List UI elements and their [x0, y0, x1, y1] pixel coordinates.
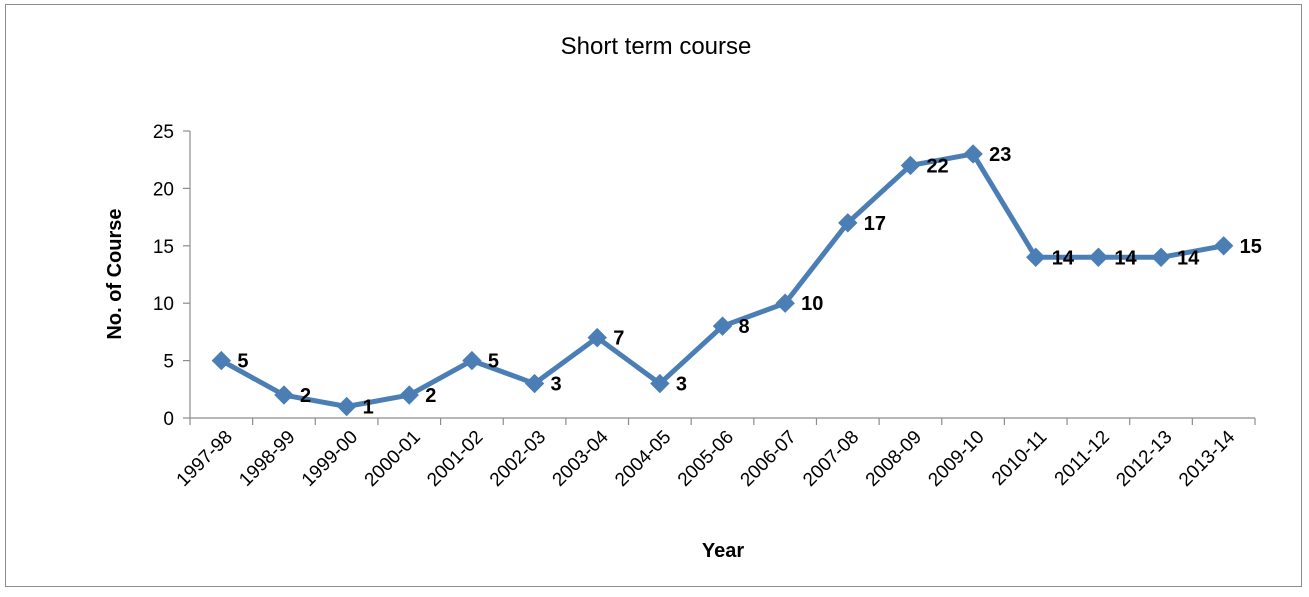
- data-label: 22: [926, 155, 948, 177]
- y-tick-label: 25: [153, 122, 174, 143]
- data-point-marker: [1088, 247, 1109, 267]
- x-tick-label: 2011-12: [1051, 427, 1114, 490]
- data-label: 14: [1114, 247, 1137, 269]
- x-axis-title: Year: [702, 540, 744, 562]
- chart-title: Short term course: [561, 33, 752, 60]
- data-point-marker: [399, 385, 419, 405]
- data-label: 3: [676, 374, 687, 396]
- x-tick-label: 2008-09: [862, 427, 926, 491]
- y-tick-label: 20: [153, 179, 174, 200]
- data-label: 14: [1052, 247, 1075, 269]
- data-point-marker: [775, 293, 795, 313]
- data-label: 15: [1240, 236, 1262, 258]
- series-line-group: [211, 144, 1234, 417]
- x-tick-label: 2003-04: [549, 426, 613, 490]
- data-label: 5: [237, 351, 248, 373]
- data-label: 2: [425, 385, 436, 407]
- series-line: [218, 151, 1227, 410]
- data-label: 17: [864, 213, 886, 235]
- x-tick-label: 2010-11: [988, 427, 1051, 490]
- data-label: 2: [300, 385, 311, 407]
- data-label: 3: [551, 374, 562, 396]
- data-point-marker: [650, 373, 670, 394]
- data-point-marker: [462, 350, 482, 371]
- x-tick-label: 2004-05: [611, 427, 675, 491]
- x-tick-label: 1998-99: [235, 427, 299, 491]
- data-point-marker: [712, 316, 733, 336]
- data-label: 10: [801, 293, 823, 315]
- chart-frame: [5, 4, 1302, 587]
- data-point-marker: [274, 385, 294, 405]
- y-tick-label: 15: [153, 237, 174, 258]
- data-point-marker: [336, 396, 357, 417]
- data-point-marker: [1151, 247, 1171, 267]
- x-tick-label: 2006-07: [737, 427, 801, 491]
- y-tick-label: 10: [153, 294, 174, 315]
- x-tick-label: 2009-10: [924, 427, 988, 491]
- data-point-marker: [900, 155, 921, 176]
- y-axis-title: No. of Course: [104, 208, 126, 339]
- data-label: 7: [613, 328, 624, 350]
- data-labels: 5 2 1 2 5 3 7 3 8 10 17 22 23 14 14 14 15: [237, 144, 1262, 419]
- x-tick-label: 2005-06: [674, 427, 738, 491]
- data-point-marker: [524, 373, 545, 394]
- x-tick-label: 1997-98: [173, 427, 237, 491]
- data-label: 8: [739, 316, 750, 338]
- data-point-marker: [1213, 236, 1234, 256]
- data-point-marker: [963, 144, 983, 164]
- data-label: 5: [488, 351, 499, 373]
- data-point-marker: [838, 213, 858, 233]
- x-tick-label: 2007-08: [799, 427, 863, 491]
- data-point-marker: [587, 327, 607, 348]
- data-label: 1: [363, 397, 374, 419]
- data-label: 23: [989, 144, 1011, 166]
- y-tick-label: 0: [163, 409, 174, 430]
- x-tick-label: 2013-14: [1175, 426, 1239, 490]
- data-point-marker: [1026, 247, 1046, 267]
- x-tick-label: 2001-02: [423, 427, 487, 491]
- data-label: 14: [1177, 247, 1200, 269]
- data-point-marker: [211, 350, 232, 371]
- y-axis: 0 5 10 15 20 25: [153, 122, 191, 430]
- x-tick-label: 2000-01: [361, 427, 425, 491]
- y-tick-label: 5: [163, 352, 174, 373]
- x-tick-label: 2002-03: [486, 427, 550, 491]
- x-tick-label: 1999-00: [298, 427, 362, 491]
- x-axis: 1997-981998-991999-002000-012001-022002-…: [173, 417, 1256, 491]
- x-tick-label: 2012-13: [1112, 427, 1176, 491]
